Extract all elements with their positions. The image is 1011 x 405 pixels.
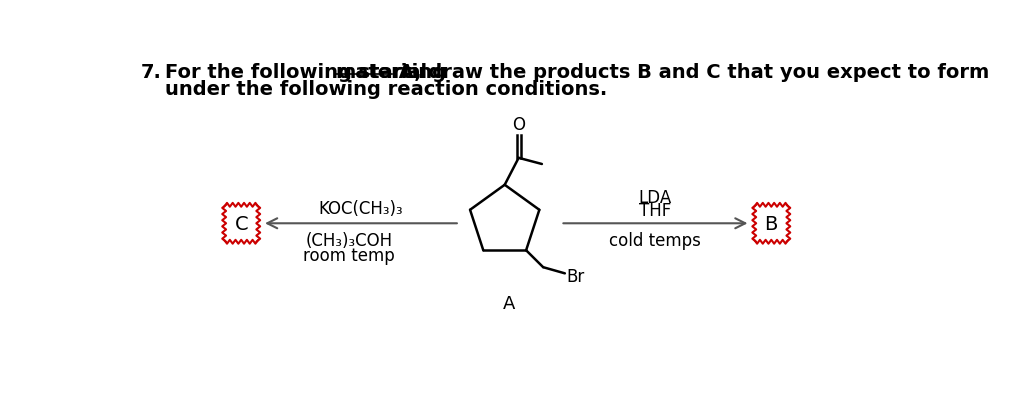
- Text: Br: Br: [566, 268, 584, 286]
- Text: THF: THF: [639, 202, 671, 220]
- Text: material: material: [336, 62, 428, 81]
- Text: room temp: room temp: [303, 247, 395, 265]
- Text: For the following starting: For the following starting: [165, 62, 453, 81]
- Text: under the following reaction conditions.: under the following reaction conditions.: [165, 79, 607, 98]
- Text: 7.: 7.: [141, 62, 161, 81]
- Text: A, draw the products B and C that you expect to form: A, draw the products B and C that you ex…: [391, 62, 988, 81]
- Text: A: A: [501, 294, 515, 312]
- Text: O: O: [512, 116, 525, 134]
- Text: KOC(CH₃)₃: KOC(CH₃)₃: [318, 200, 402, 217]
- Text: B: B: [764, 214, 777, 233]
- Text: LDA: LDA: [638, 189, 671, 207]
- Text: cold temps: cold temps: [609, 231, 701, 249]
- Text: C: C: [235, 214, 248, 233]
- Text: (CH₃)₃COH: (CH₃)₃COH: [305, 231, 392, 249]
